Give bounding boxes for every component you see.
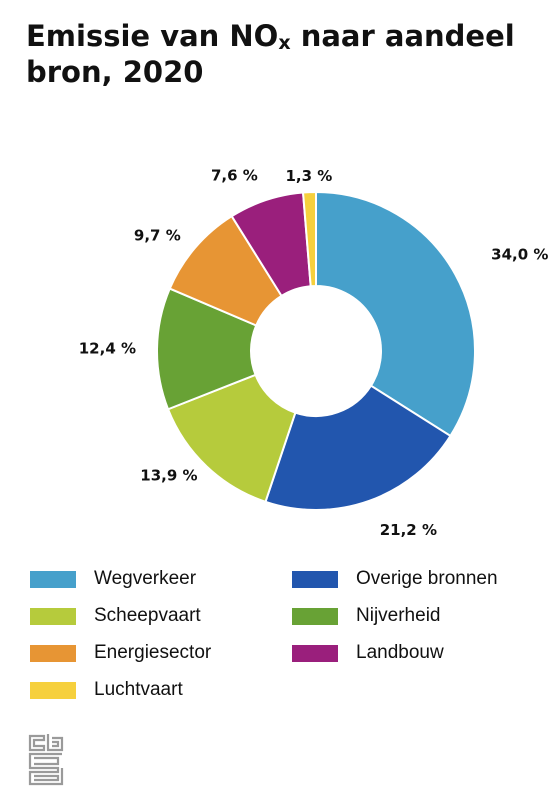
slice-scheepvaart	[166, 373, 297, 504]
value-label-luchtvaart: 1,3 %	[285, 167, 332, 185]
legend-item-luchtvaart: Luchtvaart	[30, 679, 183, 701]
legend-swatch	[292, 570, 338, 588]
slice-overige-bronnen	[264, 384, 452, 511]
legend-swatch	[292, 607, 338, 625]
legend-swatch	[30, 570, 76, 588]
legend-item-overige-bronnen: Overige bronnen	[292, 568, 498, 590]
value-label-wegverkeer: 34,0 %	[491, 245, 548, 263]
legend-label: Nijverheid	[356, 605, 441, 626]
legend-label: Landbouw	[356, 642, 444, 663]
legend-item-wegverkeer: Wegverkeer	[30, 568, 196, 590]
donut-value-labels: 34,0 % 21,2 % 13,9 % 12,4 % 9,7 % 7,6 % 1,3 %	[79, 166, 549, 539]
legend-swatch	[30, 681, 76, 699]
legend-swatch	[292, 644, 338, 662]
value-label-nijverheid: 12,4 %	[79, 339, 136, 357]
legend-item-energiesector: Energiesector	[30, 642, 211, 664]
legend-label: Wegverkeer	[94, 568, 197, 589]
legend-label: Energiesector	[94, 642, 212, 663]
slice-wegverkeer	[315, 190, 476, 438]
legend-label: Scheepvaart	[94, 605, 201, 626]
cbs-logo-icon	[28, 734, 64, 786]
legend-swatch	[30, 607, 76, 625]
value-label-landbouw: 7,6 %	[211, 166, 258, 184]
donut-slices	[156, 190, 476, 511]
value-label-overige-bronnen: 21,2 %	[380, 521, 437, 539]
value-label-energiesector: 9,7 %	[134, 226, 181, 244]
legend-item-scheepvaart: Scheepvaart	[30, 605, 201, 627]
slice-luchtvaart	[301, 190, 317, 288]
legend-item-landbouw: Landbouw	[292, 642, 444, 664]
donut-chart: 34,0 % 21,2 % 13,9 % 12,4 % 9,7 % 7,6 % 1,3 %	[79, 166, 549, 539]
legend-item-nijverheid: Nijverheid	[292, 605, 440, 627]
chart-title: Emissie van NOx naar aandeel bron, 2020	[26, 19, 515, 89]
legend-label: Overige bronnen	[356, 568, 498, 589]
legend-swatch	[30, 644, 76, 662]
legend-label: Luchtvaart	[94, 679, 183, 700]
value-label-scheepvaart: 13,9 %	[140, 467, 197, 485]
